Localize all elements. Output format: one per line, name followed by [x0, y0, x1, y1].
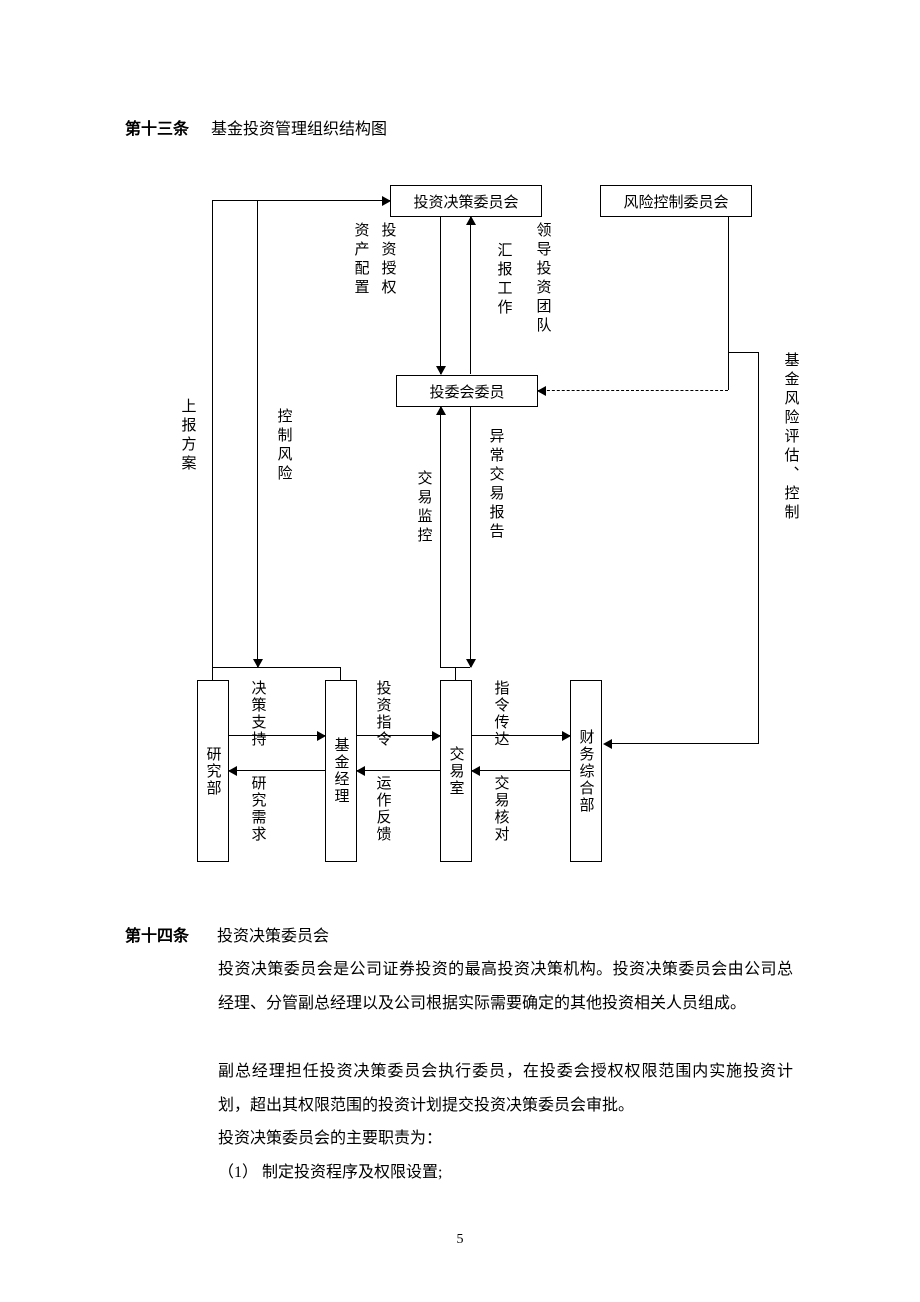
node-finance-dept: 财务综合部 — [570, 680, 602, 862]
article-14-label: 第十四条 — [125, 928, 189, 945]
label-asset-alloc: 资产配置 — [350, 222, 370, 298]
article-14-p1: 投资决策委员会是公司证券投资的最高投资决策机构。投资决策委员会由公司总经理、分管… — [218, 953, 793, 1020]
label-op-feedback: 运作反馈 — [372, 775, 392, 843]
page-number: 5 — [450, 1232, 470, 1248]
label-research-need: 研究需求 — [247, 775, 267, 843]
article-14-p4: （1） 制定投资程序及权限设置; — [218, 1156, 793, 1190]
article-13-label: 第十三条 — [125, 121, 189, 138]
label-control-risk: 控制风险 — [273, 408, 293, 484]
article-14-heading: 第十四条 投资决策委员会 — [125, 922, 329, 946]
label-report-work: 汇报工作 — [493, 242, 513, 318]
article-14-p2: 副总经理担任投资决策委员会执行委员，在投委会授权权限范围内实施投资计划，超出其权… — [218, 1055, 793, 1122]
node-research-dept: 研究部 — [197, 680, 229, 862]
node-fund-manager: 基金经理 — [325, 680, 357, 862]
label-fund-risk: 基金风险评估、控制 — [780, 352, 800, 523]
article-13-title: 基金投资管理组织结构图 — [211, 121, 387, 138]
node-committee-member: 投委会委员 — [396, 375, 538, 407]
label-order-relay: 指令传达 — [490, 680, 510, 748]
label-lead-team: 领导投资团队 — [532, 222, 552, 336]
label-invest-order: 投资指令 — [372, 680, 392, 748]
node-investment-committee: 投资决策委员会 — [390, 185, 542, 217]
org-structure-diagram: 投资决策委员会 风险控制委员会 投委会委员 资产配置 投资授权 汇报工作 领导投… — [140, 180, 820, 880]
label-trade-monitor: 交易监控 — [413, 470, 433, 546]
article-14-p3: 投资决策委员会的主要职责为： — [218, 1122, 793, 1156]
article-14-title: 投资决策委员会 — [217, 928, 329, 945]
article-13-heading: 第十三条 基金投资管理组织结构图 — [125, 115, 387, 139]
label-trade-check: 交易核对 — [490, 775, 510, 843]
label-report-plan: 上报方案 — [177, 398, 197, 474]
node-risk-committee: 风险控制委员会 — [600, 185, 752, 217]
label-decision-support: 决策支持 — [247, 680, 267, 748]
label-abnormal-trade: 异常交易报告 — [485, 428, 505, 542]
label-invest-auth: 投资授权 — [377, 222, 397, 298]
node-trading-room: 交易室 — [440, 680, 472, 862]
